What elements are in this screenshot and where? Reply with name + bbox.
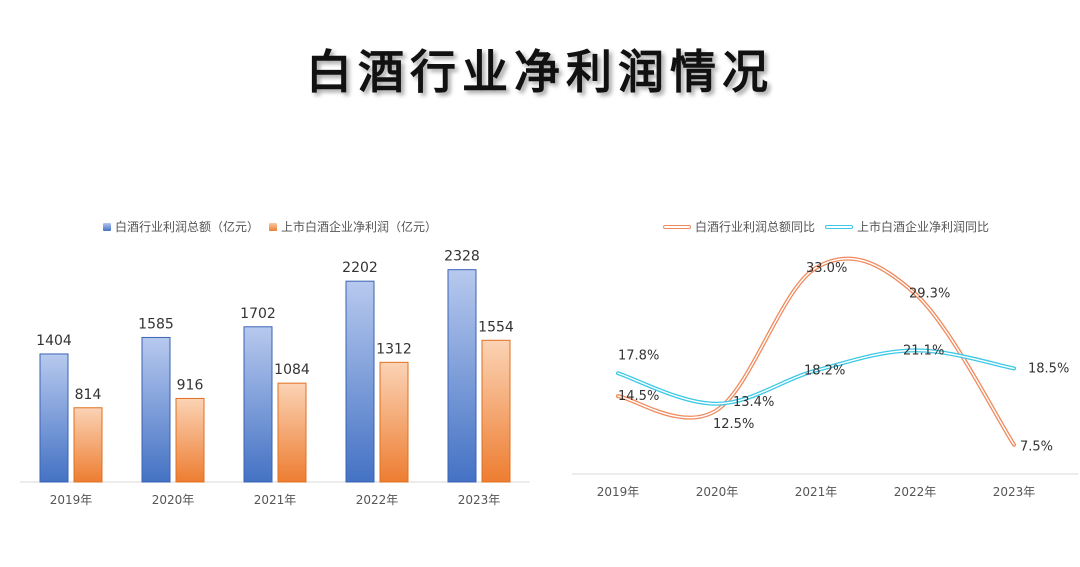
- legend-swatch: [102, 222, 111, 231]
- bar-value-label: 2328: [444, 249, 480, 265]
- bar: [481, 339, 511, 483]
- legend-swatch: [825, 224, 853, 229]
- line-chart: 白酒行业利润总额同比 上市白酒企业净利润同比 14.5% 12.5% 33.0% 29…: [572, 212, 1080, 512]
- data-label: 12.5%: [713, 417, 754, 432]
- legend-label: 白酒行业利润总额（亿元）: [114, 220, 259, 234]
- data-label: 7.5%: [1020, 440, 1053, 455]
- bar: [39, 353, 69, 483]
- line-plot: 14.5% 12.5% 33.0% 29.3% 7.5% 17.8% 13.4% 18.2% 2…: [572, 256, 1078, 499]
- bar-value-label: 2202: [342, 260, 378, 276]
- series-line-highlight: [617, 258, 1015, 446]
- bar-legend: 白酒行业利润总额（亿元） 上市白酒企业净利润（亿元）: [0, 218, 540, 235]
- bar-value-label: 916: [177, 377, 204, 393]
- line-legend: 白酒行业利润总额同比 上市白酒企业净利润同比: [572, 218, 1080, 235]
- x-tick-label: 2023年: [993, 485, 1036, 499]
- bar: [345, 280, 375, 483]
- x-tick-label: 2020年: [696, 485, 739, 499]
- bar-value-label: 1404: [36, 333, 72, 349]
- x-tick-label: 2021年: [795, 485, 838, 499]
- data-label: 18.5%: [1028, 361, 1069, 376]
- bar-plot: 1404 814 2019年 1585 916 2020年 1702 1084 2021年 220…: [20, 249, 530, 507]
- bar-value-label: 1084: [274, 362, 310, 378]
- legend-label: 上市白酒企业净利润同比: [857, 220, 990, 234]
- data-label: 21.1%: [903, 343, 944, 358]
- bar-value-label: 1702: [240, 306, 276, 322]
- x-tick-label: 2023年: [458, 493, 501, 507]
- legend-item-industry-profit: 白酒行业利润总额（亿元）: [102, 218, 259, 235]
- bar: [141, 336, 171, 483]
- bar-value-label: 814: [75, 387, 102, 403]
- bar: [277, 382, 307, 483]
- legend-item-listed-profit: 上市白酒企业净利润（亿元）: [269, 218, 437, 235]
- bar: [243, 326, 273, 483]
- bar-value-label: 1312: [376, 341, 412, 357]
- x-tick-label: 2019年: [50, 493, 93, 507]
- bar: [447, 269, 477, 483]
- bar-value-label: 1554: [478, 319, 514, 335]
- legend-swatch: [662, 224, 691, 229]
- data-label: 17.8%: [618, 348, 659, 363]
- legend-item-industry-yoy: 白酒行业利润总额同比: [662, 218, 815, 235]
- page-title: 白酒行业净利润情况: [306, 45, 774, 99]
- bar-chart: 白酒行业利润总额（亿元） 上市白酒企业净利润（亿元） 1404 814 2019年 1…: [0, 212, 540, 512]
- data-label: 33.0%: [806, 261, 847, 276]
- series-line-highlight: [617, 349, 1015, 405]
- bar-value-label: 1585: [138, 316, 174, 332]
- data-label: 13.4%: [733, 395, 774, 410]
- bar: [379, 361, 409, 483]
- legend-label: 白酒行业利润总额同比: [694, 220, 815, 234]
- x-tick-label: 2019年: [597, 485, 640, 499]
- x-tick-label: 2022年: [894, 485, 937, 499]
- data-label: 18.2%: [804, 363, 845, 378]
- bar: [175, 397, 205, 483]
- x-tick-label: 2022年: [356, 493, 399, 507]
- legend-item-listed-yoy: 上市白酒企业净利润同比: [825, 218, 989, 235]
- x-tick-label: 2021年: [254, 493, 297, 507]
- legend-swatch: [269, 222, 277, 231]
- data-label: 14.5%: [618, 389, 659, 404]
- x-tick-label: 2020年: [152, 493, 195, 507]
- data-label: 29.3%: [909, 287, 950, 302]
- bar: [73, 407, 103, 483]
- legend-label: 上市白酒企业净利润（亿元）: [281, 220, 438, 234]
